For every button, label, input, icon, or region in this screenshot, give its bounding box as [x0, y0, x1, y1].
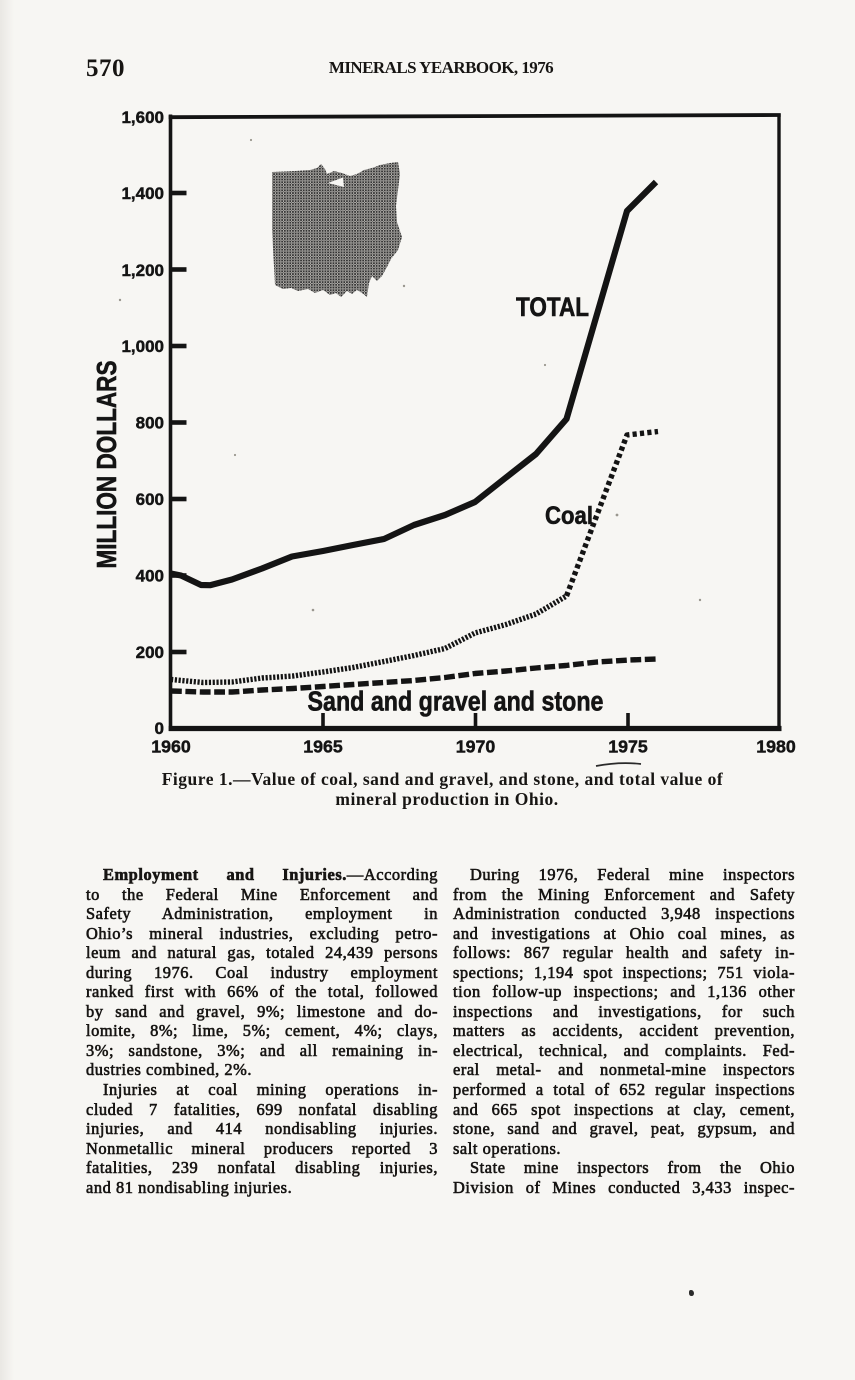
- svg-text:MILLION DOLLARS: MILLION DOLLARS: [91, 361, 122, 569]
- svg-text:0: 0: [155, 719, 164, 738]
- svg-text:1,400: 1,400: [121, 184, 164, 203]
- svg-text:TOTAL: TOTAL: [516, 292, 589, 322]
- svg-text:Coal: Coal: [545, 502, 593, 530]
- svg-text:1,200: 1,200: [121, 261, 164, 280]
- svg-text:1965: 1965: [303, 737, 343, 757]
- svg-text:600: 600: [136, 490, 164, 509]
- svg-text:400: 400: [136, 567, 164, 586]
- svg-text:1960: 1960: [151, 737, 191, 757]
- svg-text:1970: 1970: [456, 737, 496, 757]
- svg-text:Sand and gravel and stone: Sand and gravel and stone: [308, 686, 604, 717]
- svg-text:1980: 1980: [756, 737, 796, 757]
- svg-text:800: 800: [136, 414, 164, 433]
- svg-text:1,600: 1,600: [121, 108, 164, 127]
- svg-text:1,000: 1,000: [121, 337, 164, 356]
- svg-text:1975: 1975: [608, 737, 648, 757]
- svg-text:200: 200: [136, 643, 164, 662]
